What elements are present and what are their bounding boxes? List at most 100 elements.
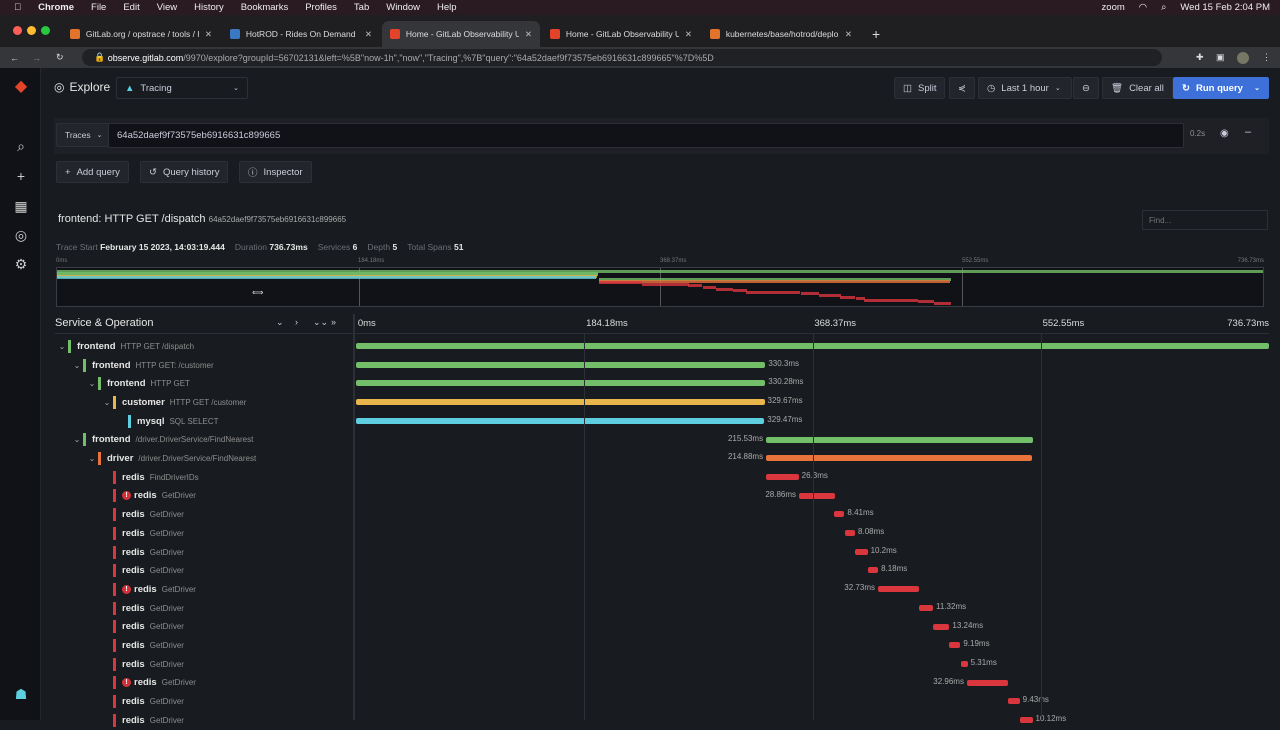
span-row[interactable]: mysql SQL SELECT 329.47ms	[56, 412, 1270, 431]
apple-icon[interactable]: 	[14, 2, 21, 13]
avatar[interactable]	[1237, 51, 1249, 64]
chevron-down-icon[interactable]: ⌄	[58, 341, 66, 351]
close-tab-icon[interactable]: ✕	[364, 28, 372, 39]
span-bar[interactable]	[961, 660, 968, 667]
close-tab-icon[interactable]: ✕	[204, 28, 212, 39]
span-row[interactable]: ⌄ frontend HTTP GET /dispatch	[56, 337, 1270, 356]
span-bar[interactable]	[1007, 698, 1020, 705]
span-row[interactable]: redis GetDriver 9.19ms	[56, 636, 1270, 655]
url-input[interactable]: 🔒 observe.gitlab.com/9970/explore?groupI…	[82, 49, 1162, 66]
span-row[interactable]: redis GetDriver 13.24ms	[56, 618, 1270, 637]
gear-icon[interactable]: ⚙	[14, 256, 28, 272]
span-row[interactable]: redis GetDriver 9.43ms	[56, 692, 1270, 711]
span-row[interactable]: ! redis GetDriver 32.96ms	[56, 674, 1270, 693]
explore-icon[interactable]: ◎	[14, 227, 28, 243]
span-row[interactable]: ⌄ frontend HTTP GET 330.28ms	[56, 374, 1270, 393]
chevron-down-icon[interactable]: ⌄	[103, 397, 111, 407]
span-bar[interactable]	[356, 399, 765, 406]
span-row[interactable]: ! redis GetDriver 32.73ms	[56, 580, 1270, 599]
span-row[interactable]: ! redis GetDriver 28.86ms	[56, 487, 1270, 506]
menu-window[interactable]: Window	[379, 2, 420, 13]
menu-bookmarks[interactable]: Bookmarks	[233, 2, 289, 13]
menu-edit[interactable]: Edit	[116, 2, 139, 13]
expand-one-icon[interactable]: ›	[295, 317, 298, 327]
run-query-button[interactable]: ↻ Run query ⌄	[1173, 77, 1269, 99]
span-row[interactable]: ⌄ driver/driver.DriverService/FindNearest…	[56, 449, 1270, 468]
span-bar[interactable]	[356, 417, 765, 424]
close-window-button[interactable]	[13, 26, 22, 35]
zoom-out-button[interactable]: ⊖	[1073, 77, 1099, 99]
query-type-select[interactable]: Traces ⌄	[56, 123, 112, 147]
minimap-drag-handle-icon[interactable]: ⟺	[252, 288, 264, 297]
span-bar[interactable]	[766, 436, 1034, 443]
zoom-status[interactable]: zoom	[1101, 2, 1125, 13]
clock[interactable]: Wed 15 Feb 2:04 PM	[1180, 2, 1270, 13]
span-row[interactable]: ⌄ customer HTTP GET /customer 329.67ms	[56, 393, 1270, 412]
menu-view[interactable]: View	[149, 2, 177, 13]
search-icon[interactable]: ⌕	[1161, 2, 1167, 13]
span-bar[interactable]	[766, 455, 1033, 462]
wifi-icon[interactable]: ◠	[1138, 2, 1148, 13]
chevron-down-icon[interactable]: ⌄	[88, 454, 96, 464]
close-tab-icon[interactable]: ✕	[684, 28, 692, 39]
trace-minimap[interactable]	[56, 267, 1264, 307]
span-row[interactable]: redis FindDriverIDs 26.3ms	[56, 468, 1270, 487]
span-bar[interactable]	[766, 473, 799, 480]
span-bar[interactable]	[966, 679, 1008, 686]
browser-tab[interactable]: Home - GitLab Observability U ✕	[542, 21, 700, 47]
span-row[interactable]: redis GetDriver 10.2ms	[56, 543, 1270, 562]
span-row[interactable]: redis GetDriver 8.08ms	[56, 524, 1270, 543]
span-bar[interactable]	[867, 567, 879, 574]
span-row[interactable]: redis GetDriver 5.31ms	[56, 655, 1270, 674]
more-icon[interactable]: ⋮	[1262, 52, 1271, 62]
span-bar[interactable]	[854, 548, 868, 555]
query-history-button[interactable]: ↺ Query history	[140, 161, 229, 183]
close-tab-icon[interactable]: ✕	[844, 28, 852, 39]
remove-query-icon[interactable]: –	[1245, 126, 1252, 138]
collapse-one-icon[interactable]: ⌄	[276, 317, 284, 327]
gitlab-logo-icon[interactable]: ◆	[14, 78, 28, 95]
search-icon[interactable]: ⌕	[17, 138, 25, 154]
span-bar[interactable]	[948, 642, 961, 649]
span-bar[interactable]	[799, 492, 835, 499]
minimize-window-button[interactable]	[27, 26, 36, 35]
inspector-button[interactable]: ⓘ Inspector	[239, 161, 312, 183]
split-button[interactable]: ◫ Split	[894, 77, 946, 99]
sidepanel-icon[interactable]: ▣	[1216, 52, 1225, 62]
add-query-button[interactable]: + Add query	[56, 161, 129, 183]
expand-all-icon[interactable]: »	[331, 317, 337, 327]
close-tab-icon[interactable]: ✕	[524, 28, 532, 39]
time-range-picker[interactable]: ◷ Last 1 hour ⌄	[978, 77, 1072, 99]
browser-tab[interactable]: Home - GitLab Observability U ✕	[382, 21, 540, 47]
span-row[interactable]: redis GetDriver 8.41ms	[56, 505, 1270, 524]
span-bar[interactable]	[845, 530, 855, 536]
column-resizer[interactable]	[353, 314, 355, 720]
span-row[interactable]: redis GetDriver 8.18ms	[56, 561, 1270, 580]
chevron-down-icon[interactable]: ⌄	[1254, 85, 1260, 92]
span-bar[interactable]	[877, 586, 919, 593]
span-bar[interactable]	[356, 380, 766, 387]
collapse-all-icon[interactable]: ⌄⌄	[313, 317, 329, 327]
menu-help[interactable]: Help	[429, 2, 457, 13]
share-button[interactable]: ⋞	[949, 77, 975, 99]
span-bar[interactable]	[833, 511, 845, 518]
trace-id-input[interactable]: 64a52daef9f73575eb6916631c899665	[108, 123, 1184, 148]
span-bar[interactable]	[1019, 717, 1033, 723]
browser-tab[interactable]: HotROD - Rides On Demand ✕	[222, 21, 380, 47]
clear-all-button[interactable]: 🗑 Clear all	[1102, 77, 1173, 99]
help-icon[interactable]: ☗	[14, 686, 28, 702]
menu-tab[interactable]: Tab	[346, 2, 369, 13]
menu-file[interactable]: File	[83, 2, 106, 13]
menu-app[interactable]: Chrome	[31, 2, 74, 13]
back-icon[interactable]: ←	[10, 52, 19, 63]
browser-tab[interactable]: kubernetes/base/hotrod/deplo ✕	[702, 21, 860, 47]
span-bar[interactable]	[356, 361, 766, 368]
span-row[interactable]: ⌄ frontend/driver.DriverService/FindNeare…	[56, 431, 1270, 450]
span-bar[interactable]	[918, 604, 933, 611]
chevron-down-icon[interactable]: ⌄	[88, 379, 96, 389]
browser-tab[interactable]: GitLab.org / opstrace / tools / h ✕	[62, 21, 220, 47]
eye-icon[interactable]: ◉	[1220, 128, 1229, 139]
forward-icon[interactable]: →	[32, 52, 41, 63]
chevron-down-icon[interactable]: ⌄	[73, 435, 81, 445]
span-row[interactable]: redis GetDriver 10.12ms	[56, 711, 1270, 730]
